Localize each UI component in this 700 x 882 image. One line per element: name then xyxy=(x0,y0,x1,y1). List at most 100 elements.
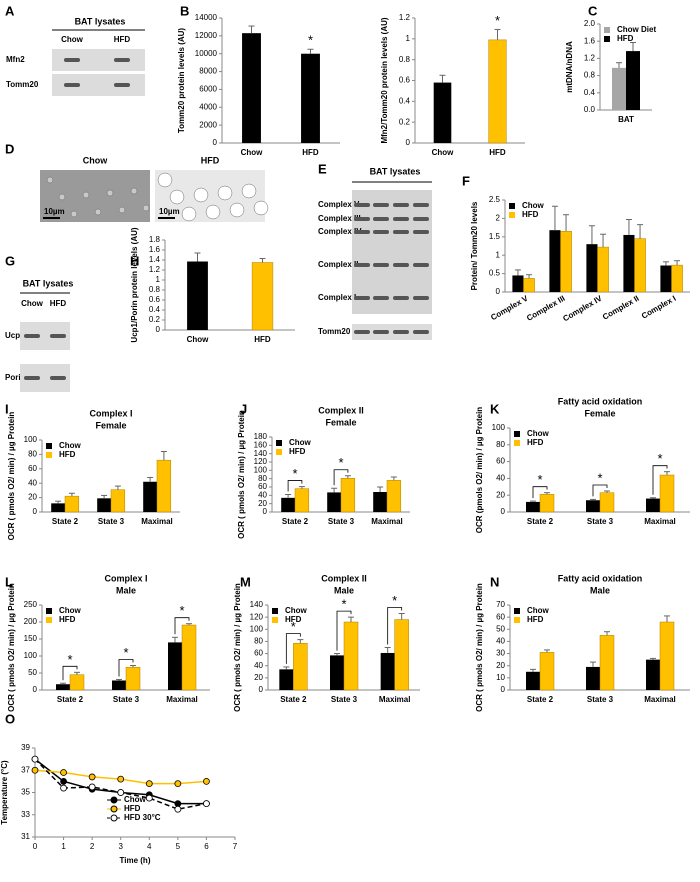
significance-bracket xyxy=(287,480,303,492)
bar xyxy=(97,498,111,512)
bar xyxy=(488,39,507,144)
y-tick-label: 80 xyxy=(28,450,37,459)
bar xyxy=(539,652,555,691)
blot-band xyxy=(114,83,130,87)
x-tick-label: Complex II xyxy=(601,294,641,322)
panel-label: L xyxy=(5,574,13,589)
y-tick-label: 1 xyxy=(406,34,411,43)
y-tick-label: 40 xyxy=(496,637,505,646)
blot-title: BAT lysates xyxy=(75,16,126,26)
row-label: Complex IV xyxy=(318,227,362,236)
marker xyxy=(174,780,182,787)
y-tick-label: 100 xyxy=(250,624,264,633)
x-tick-label: 7 xyxy=(233,842,238,851)
blot-band xyxy=(413,296,429,300)
bar xyxy=(394,619,409,691)
y-tick-label: 31 xyxy=(21,832,30,841)
blot-image xyxy=(52,74,145,96)
y-tick-label: 100 xyxy=(24,651,38,660)
bar xyxy=(110,489,126,513)
legend-label: Chow xyxy=(285,606,308,615)
micrograph-label: Chow xyxy=(83,155,108,165)
blot-band xyxy=(413,330,429,334)
chart-subtitle: Male xyxy=(590,585,610,595)
bar xyxy=(512,275,524,292)
bar xyxy=(659,621,675,691)
blot-band xyxy=(50,334,66,338)
bar xyxy=(612,67,626,110)
significance-bracket xyxy=(62,665,78,681)
blot-band xyxy=(393,230,409,234)
y-tick-label: 12000 xyxy=(195,31,218,40)
y-tick-label: 120 xyxy=(254,457,268,466)
blot-band xyxy=(373,203,389,207)
x-tick-label: 3 xyxy=(118,842,123,851)
marker xyxy=(117,775,125,783)
legend-label: HFD xyxy=(289,447,306,456)
bar xyxy=(660,265,672,292)
y-tick-label: 0 xyxy=(33,507,38,516)
y-tick-label: 2000 xyxy=(199,120,217,129)
bar xyxy=(523,278,535,293)
y-tick-label: 0 xyxy=(501,685,506,694)
panel-label: E xyxy=(318,161,327,176)
y-tick-label: 4000 xyxy=(199,102,217,111)
x-tick-label: Complex I xyxy=(640,294,678,321)
blot-band xyxy=(413,203,429,207)
y-tick-label: 140 xyxy=(254,449,268,458)
legend-label: HFD xyxy=(522,210,539,219)
y-tick-label: 20 xyxy=(258,499,267,508)
bar xyxy=(330,655,344,690)
cell xyxy=(46,176,54,184)
y-tick-label: 2.5 xyxy=(489,195,501,204)
legend-marker xyxy=(110,796,118,804)
cell xyxy=(94,208,102,216)
row-label: Tomm20 xyxy=(6,80,39,89)
chart-title: Fatty acid oxidation xyxy=(558,573,643,583)
x-tick-label: 2 xyxy=(90,842,95,851)
bar xyxy=(586,666,600,690)
row-label: Ucp1 xyxy=(5,331,25,340)
legend-label: HFD xyxy=(59,615,76,624)
significance-bracket xyxy=(532,486,548,499)
significance-mark: * xyxy=(495,13,500,28)
panel-label: O xyxy=(5,711,15,726)
y-tick-label: 40 xyxy=(258,490,267,499)
lane-label: HFD xyxy=(114,35,131,44)
y-tick-label: 0.8 xyxy=(584,71,596,80)
y-tick-label: 200 xyxy=(24,617,38,626)
y-tick-label: 60 xyxy=(496,612,505,621)
significance-bracket xyxy=(174,617,190,635)
legend-swatch xyxy=(514,617,520,623)
bar xyxy=(373,492,387,512)
y-tick-label: 30 xyxy=(496,649,505,658)
scale-bar-label: 10µm xyxy=(159,207,180,216)
bar xyxy=(597,246,609,293)
bar xyxy=(51,503,65,512)
x-tick-label: State 2 xyxy=(280,695,307,704)
y-tick-label: 33 xyxy=(21,810,30,819)
marker xyxy=(88,783,96,791)
marker xyxy=(31,766,39,774)
marker xyxy=(60,777,67,785)
marker xyxy=(117,789,125,796)
blot-band xyxy=(413,217,429,221)
lane-label: Chow xyxy=(21,299,44,308)
bar xyxy=(539,494,555,513)
y-axis-label: Temperature (°C) xyxy=(0,760,9,825)
marker xyxy=(88,773,96,781)
row-label: Complex V xyxy=(318,200,360,209)
x-tick-label: Maximal xyxy=(371,517,403,526)
panel-label: M xyxy=(240,574,251,589)
chart-title: Complex II xyxy=(318,405,364,415)
y-tick-label: 39 xyxy=(21,743,30,752)
bar xyxy=(586,244,598,292)
blot-band xyxy=(24,376,40,380)
bar xyxy=(599,492,615,513)
x-tick-label: State 2 xyxy=(282,517,309,526)
panel-label: D xyxy=(5,141,14,156)
y-tick-label: 0 xyxy=(259,685,264,694)
y-tick-label: 50 xyxy=(496,624,505,633)
blot-band xyxy=(393,203,409,207)
